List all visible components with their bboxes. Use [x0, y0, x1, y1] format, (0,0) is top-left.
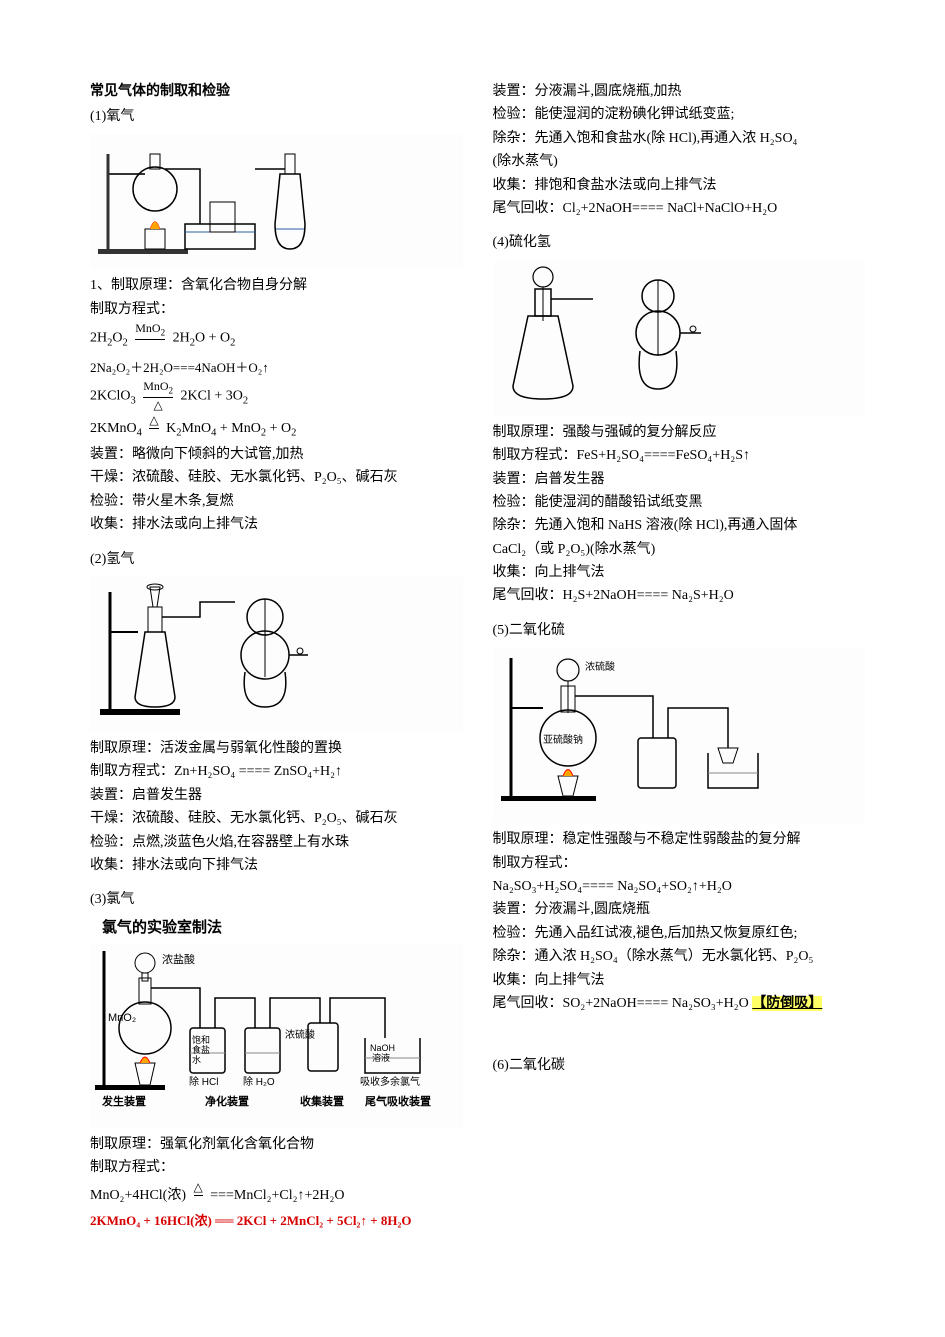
s2-p3: 装置：启普发生器 — [90, 785, 463, 807]
svg-text:饱和: 饱和 — [192, 1034, 210, 1045]
label-mno2: MnO₂ — [108, 1012, 136, 1024]
s3-p2: 制取方程式： — [90, 1157, 463, 1179]
label-h2so4-conc: 浓硫酸 — [585, 660, 615, 673]
svg-text:食盐: 食盐 — [192, 1044, 210, 1055]
r-top-p4: (除水蒸气) — [493, 151, 866, 173]
s4-p4: 检验：能使湿润的醋酸铅试纸变黑 — [493, 492, 866, 514]
s2-p1: 制取原理：活泼金属与弱氧化性酸的置换 — [90, 738, 463, 760]
s4-p8: 尾气回收：H₂S+2NaOH==== Na₂S+H₂O — [493, 585, 866, 607]
left-column: 常见气体的制取和检验 (1)氧气 — [90, 80, 463, 1233]
label-absorb: 吸收多余氯气 — [360, 1075, 420, 1088]
s1-p3: 装置：略微向下倾斜的大试管,加热 — [90, 444, 463, 466]
diagram-h2s — [493, 261, 866, 416]
r-top-p5: 收集：排饱和食盐水法或向上排气法 — [493, 175, 866, 197]
diagram-so2: 浓硫酸 亚硫酸钠 — [493, 648, 866, 823]
s1-eq1: 2H2O2 MnO2 2H2O + O2 — [90, 322, 463, 354]
anti-suckback: 【防倒吸】 — [752, 996, 822, 1011]
s1-eq-label: 制取方程式： — [90, 299, 463, 321]
s1-eq3: 2KClO3 MnO2△ 2KCl + 3O2 — [90, 380, 463, 412]
s2-p2: 制取方程式：Zn+H₂SO₄ ==== ZnSO₄+H₂↑ — [90, 761, 463, 783]
section-4-head: (4)硫化氢 — [493, 232, 866, 254]
s4-p3: 装置：启普发生器 — [493, 469, 866, 491]
label-tail: 尾气吸收装置 — [364, 1094, 431, 1108]
label-na2so3: 亚硫酸钠 — [543, 733, 583, 746]
r-top-p6: 尾气回收：Cl₂+2NaOH==== NaCl+NaClO+H₂O — [493, 198, 866, 220]
cl2-subtitle: 氯气的实验室制法 — [102, 916, 463, 937]
section-1-head: (1)氧气 — [90, 106, 463, 128]
diagram-oxygen — [90, 134, 463, 269]
s5-p4: 装置：分液漏斗,圆底烧瓶 — [493, 899, 866, 921]
s1-principle: 1、制取原理：含氧化合物自身分解 — [90, 275, 463, 297]
label-h2so4: 浓硫酸 — [285, 1028, 315, 1041]
s2-p4: 干燥：浓硫酸、硅胶、无水氯化钙、P₂O₅、碱石灰 — [90, 808, 463, 830]
s5-p8: 尾气回收：SO₂+2NaOH==== Na₂SO₃+H₂O 【防倒吸】 — [493, 993, 866, 1015]
r-top-p3: 除杂：先通入饱和食盐水(除 HCl),再通入浓 H₂SO₄ — [493, 128, 866, 150]
svg-text:NaOH: NaOH — [370, 1043, 395, 1053]
s1-p5: 检验：带火星木条,复燃 — [90, 491, 463, 513]
label-purify: 净化装置 — [205, 1094, 249, 1108]
s4-p5: 除杂：先通入饱和 NaHS 溶液(除 HCl),再通入固体 — [493, 515, 866, 537]
s5-p1: 制取原理：稳定性强酸与不稳定性弱酸盐的复分解 — [493, 829, 866, 851]
section-6-head: (6)二氧化碳 — [493, 1055, 866, 1077]
right-column: 装置：分液漏斗,圆底烧瓶,加热 检验：能使湿润的淀粉碘化钾试纸变蓝; 除杂：先通… — [493, 80, 866, 1233]
s1-eq4: 2KMnO4 △ K2MnO4 + MnO2 + O2 — [90, 414, 463, 444]
r-top-p2: 检验：能使湿润的淀粉碘化钾试纸变蓝; — [493, 104, 866, 126]
page-title: 常见气体的制取和检验 — [90, 80, 463, 100]
section-5-head: (5)二氧化硫 — [493, 620, 866, 642]
s1-p6: 收集：排水法或向上排气法 — [90, 514, 463, 536]
svg-text:溶液: 溶液 — [372, 1052, 390, 1063]
r-top-p1: 装置：分液漏斗,圆底烧瓶,加热 — [493, 81, 866, 103]
s2-p6: 收集：排水法或向下排气法 — [90, 855, 463, 877]
label-remove-h2o: 除 H₂O — [243, 1075, 275, 1088]
section-3-head: (3)氯气 — [90, 889, 463, 911]
section-2-head: (2)氢气 — [90, 549, 463, 571]
diagram-hydrogen — [90, 577, 463, 732]
svg-text:水: 水 — [192, 1054, 201, 1065]
label-gen: 发生装置 — [101, 1094, 146, 1108]
s3-eq1: MnO₂+4HCl(浓) △ ===MnCl₂+Cl₂↑+2H₂O — [90, 1181, 463, 1210]
s4-p1: 制取原理：强酸与强碱的复分解反应 — [493, 422, 866, 444]
s1-p4: 干燥：浓硫酸、硅胶、无水氯化钙、P₂O₅、碱石灰 — [90, 467, 463, 489]
s5-p5: 检验：先通入品红试液,褪色,后加热又恢复原红色; — [493, 923, 866, 945]
s5-p7: 收集：向上排气法 — [493, 970, 866, 992]
diagram-chlorine: 浓盐酸 MnO₂ 饱和 食盐 水 除 HCl 浓硫酸 — [90, 943, 463, 1128]
s3-p1: 制取原理：强氧化剂氧化含氧化合物 — [90, 1134, 463, 1156]
s4-p2: 制取方程式：FeS+H₂SO₄====FeSO₄+H₂S↑ — [493, 445, 866, 467]
s5-p6: 除杂：通入浓 H₂SO₄（除水蒸气）无水氯化钙、P₂O₅ — [493, 946, 866, 968]
s1-eq2: 2Na₂O₂＋2H₂O===4NaOH＋O₂↑ — [90, 356, 463, 379]
s2-p5: 检验：点燃,淡蓝色火焰,在容器壁上有水珠 — [90, 832, 463, 854]
label-collect: 收集装置 — [300, 1094, 344, 1108]
s5-p3: Na₂SO₃+H₂SO₄==== Na₂SO₄+SO₂↑+H₂O — [493, 876, 866, 898]
s4-p6: CaCl₂（或 P₂O₅)(除水蒸气) — [493, 539, 866, 561]
label-remove-hcl: 除 HCl — [189, 1075, 218, 1088]
s5-p2: 制取方程式： — [493, 853, 866, 875]
label-hcl: 浓盐酸 — [162, 952, 195, 966]
s4-p7: 收集：向上排气法 — [493, 562, 866, 584]
s3-eq2: 2KMnO₄ + 16HCl(浓) ══ 2KCl + 2MnCl₂ + 5Cl… — [90, 1211, 463, 1232]
